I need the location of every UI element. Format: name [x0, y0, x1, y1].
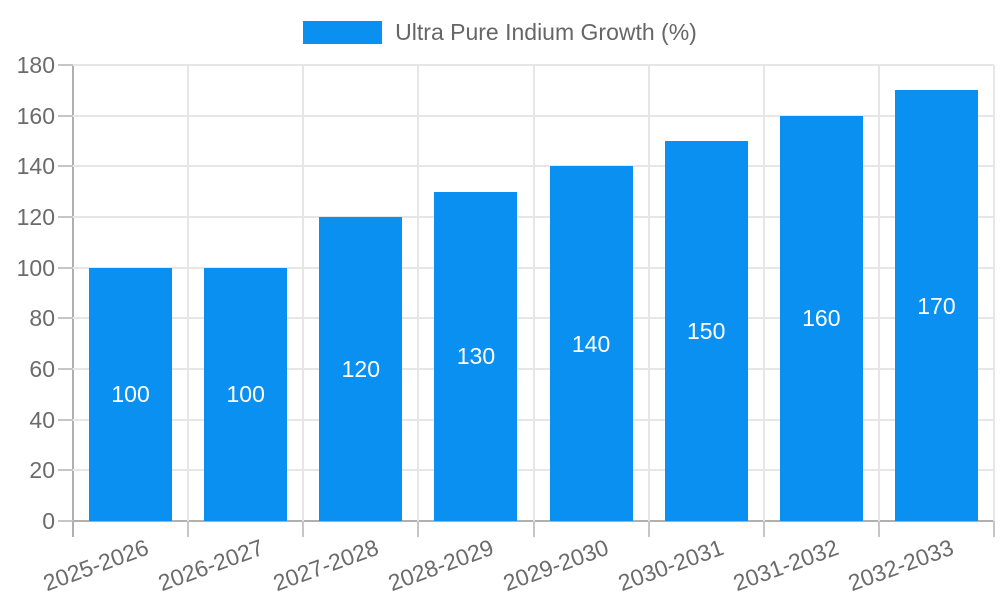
x-tick-mark	[187, 521, 190, 537]
y-tick-mark	[58, 114, 73, 117]
bar-value-label: 150	[687, 318, 726, 344]
bar-value-label: 160	[802, 305, 841, 332]
x-gridline	[417, 65, 420, 521]
x-tick-mark	[302, 521, 305, 537]
x-tick-label: 2030-2031	[614, 534, 728, 597]
x-tick-label: 2029-2030	[499, 534, 612, 597]
x-gridline	[993, 65, 995, 521]
x-tick-label: 2027-2028	[269, 534, 382, 597]
x-tick-mark	[532, 521, 535, 537]
bar-value-label: 100	[226, 381, 265, 408]
y-tick-label: 140	[16, 153, 55, 180]
legend-label: Ultra Pure Indium Growth (%)	[395, 19, 697, 45]
bar-value-label: 120	[341, 356, 380, 382]
bar[interactable]	[434, 191, 518, 521]
y-axis-line	[72, 65, 74, 537]
y-tick-label: 80	[29, 305, 55, 332]
y-tick-mark	[58, 165, 73, 168]
bar-value-label: 130	[456, 343, 496, 370]
y-tick-mark	[58, 64, 73, 66]
bar[interactable]	[664, 141, 748, 521]
bar[interactable]	[204, 267, 288, 521]
y-tick-mark	[58, 317, 73, 320]
y-tick-mark	[58, 266, 73, 269]
bar-value-label: 170	[917, 292, 956, 319]
y-tick-mark	[58, 469, 73, 472]
x-gridline	[187, 65, 190, 521]
bar[interactable]	[89, 267, 173, 521]
x-tick-label: 2026-2027	[154, 534, 267, 597]
x-tick-label: 2025-2026	[39, 534, 152, 597]
y-tick-label: 0	[42, 508, 55, 534]
x-gridline	[302, 65, 305, 521]
x-tick-label: 2031-2032	[729, 534, 843, 597]
y-tick-mark	[58, 418, 73, 421]
bar[interactable]	[779, 115, 863, 521]
bar[interactable]	[894, 90, 978, 521]
x-tick-mark	[647, 521, 650, 537]
y-tick-label: 20	[29, 457, 55, 484]
x-tick-mark	[417, 521, 420, 537]
y-tick-label: 160	[16, 102, 55, 129]
bar[interactable]	[319, 217, 403, 521]
y-tick-mark	[58, 216, 73, 218]
x-gridline	[647, 65, 650, 521]
bar[interactable]	[549, 166, 633, 521]
x-gridline	[762, 65, 765, 521]
x-tick-label: 2028-2029	[384, 534, 497, 597]
x-gridline	[532, 65, 535, 521]
y-tick-label: 120	[16, 204, 55, 230]
x-tick-mark	[877, 521, 880, 537]
x-gridline	[877, 65, 880, 521]
y-tick-mark	[58, 368, 73, 370]
y-tick-label: 100	[16, 254, 55, 281]
y-tick-label: 40	[29, 406, 55, 433]
bar-value-label: 140	[571, 330, 611, 357]
y-tick-label: 60	[29, 356, 55, 382]
x-axis-line	[58, 520, 994, 522]
x-tick-mark	[762, 521, 765, 537]
legend-swatch-icon	[303, 20, 383, 44]
x-tick-label: 2032-2033	[845, 534, 958, 597]
y-tick-label: 180	[16, 52, 55, 78]
bar-value-label: 100	[111, 381, 150, 408]
x-tick-mark	[993, 521, 995, 537]
y-tick-mark	[58, 520, 73, 522]
legend[interactable]: Ultra Pure Indium Growth (%)	[0, 19, 1000, 45]
x-tick-mark	[72, 521, 74, 537]
